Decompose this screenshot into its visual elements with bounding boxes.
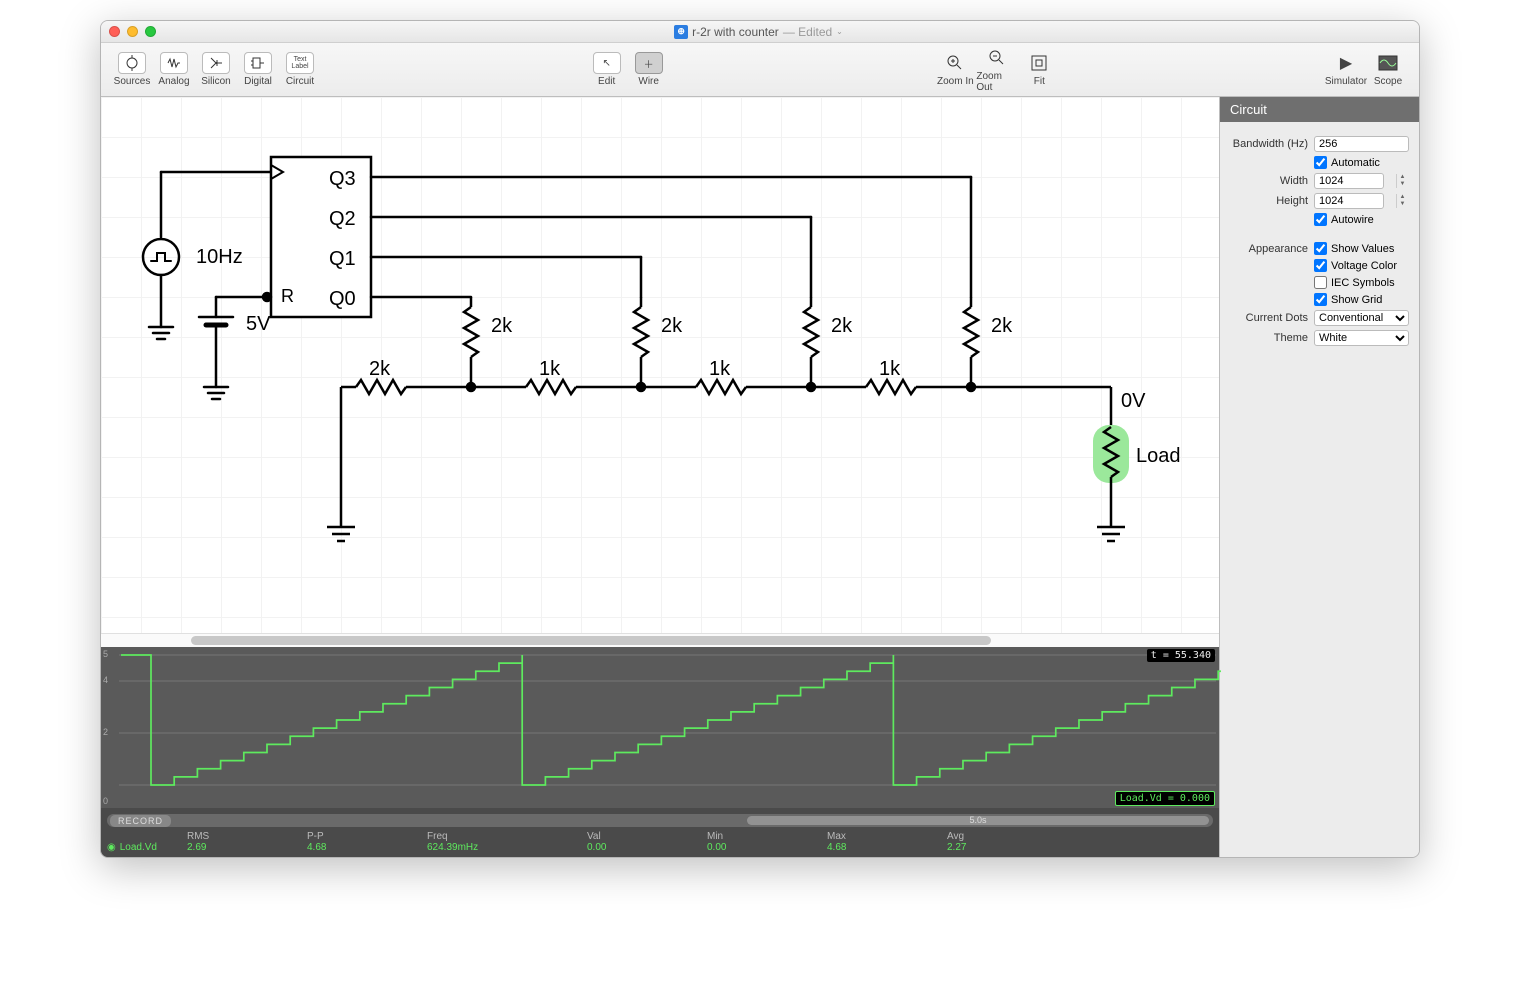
scope-signal-name[interactable]: ◉ Load.Vd xyxy=(107,842,187,853)
scope-value-readout: Load.Vd = 0.000 xyxy=(1115,791,1215,806)
sources-button[interactable]: Sources xyxy=(111,52,153,87)
scope-trace-svg xyxy=(101,647,1221,797)
scope-scroll-thumb[interactable]: 5.0s xyxy=(747,816,1209,825)
sidebar: Circuit Bandwidth (Hz) Automatic Width▲▼… xyxy=(1219,97,1419,857)
canvas-hscrollbar[interactable] xyxy=(101,633,1219,647)
content: 10Hz 5V R Q3 Q2 Q1 Q0 2k 2k 2k 2k 2k 1k … xyxy=(101,97,1419,857)
toolbar-group-left: Sources Analog Silicon Digital TextLabel… xyxy=(111,52,321,87)
current-dots-select[interactable]: Conventional xyxy=(1314,310,1409,326)
wire-button[interactable]: ＋Wire xyxy=(628,52,670,87)
scope-plot[interactable]: 5 4 2 0 t = 55.340 xyxy=(101,647,1219,808)
current-dots-label: Current Dots xyxy=(1230,312,1308,324)
out-voltage: 0V xyxy=(1121,390,1146,412)
toolbar-group-right: ▶Simulator Scope xyxy=(1325,52,1409,87)
edit-button[interactable]: ↖Edit xyxy=(586,52,628,87)
svg-text:2k: 2k xyxy=(491,315,513,337)
height-input[interactable] xyxy=(1314,193,1384,209)
scope-stats: ◉ Load.Vd RMS2.69 P-P4.68 Freq624.39mHz … xyxy=(107,831,1213,853)
svg-text:2k: 2k xyxy=(831,315,853,337)
freq-label: 10Hz xyxy=(196,246,243,268)
voltage-color-checkbox[interactable]: Voltage Color xyxy=(1314,259,1409,272)
pin-q0: Q0 xyxy=(329,288,356,310)
close-dot[interactable] xyxy=(109,26,120,37)
theme-select[interactable]: White xyxy=(1314,330,1409,346)
show-grid-checkbox[interactable]: Show Grid xyxy=(1314,293,1409,306)
pin-q2: Q2 xyxy=(329,208,356,230)
width-input[interactable] xyxy=(1314,173,1384,189)
app-window: ⊕ r-2r with counter — Edited ⌄ Sources A… xyxy=(100,20,1420,858)
scope-panel: 5 4 2 0 t = 55.340 xyxy=(101,647,1219,857)
show-values-checkbox[interactable]: Show Values xyxy=(1314,242,1409,255)
svg-text:1k: 1k xyxy=(539,358,561,380)
schematic-canvas[interactable]: 10Hz 5V R Q3 Q2 Q1 Q0 2k 2k 2k 2k 2k 1k … xyxy=(101,97,1219,633)
autowire-checkbox[interactable]: Autowire xyxy=(1314,213,1409,226)
scope-scrollbar[interactable]: RECORD 5.0s xyxy=(107,814,1213,827)
doc-icon: ⊕ xyxy=(674,25,688,39)
svg-text:1k: 1k xyxy=(709,358,731,380)
canvas-area: 10Hz 5V R Q3 Q2 Q1 Q0 2k 2k 2k 2k 2k 1k … xyxy=(101,97,1219,857)
height-label: Height xyxy=(1230,195,1308,207)
title-subtitle: — Edited xyxy=(783,25,832,39)
schematic-svg: 10Hz 5V R Q3 Q2 Q1 Q0 2k 2k 2k 2k 2k 1k … xyxy=(101,97,1219,627)
toolbar-group-zoom: Zoom In Zoom Out Fit xyxy=(934,47,1060,93)
toolbar: Sources Analog Silicon Digital TextLabel… xyxy=(101,43,1419,97)
zoom-dot[interactable] xyxy=(145,26,156,37)
appearance-label: Appearance xyxy=(1230,243,1308,255)
titlebar: ⊕ r-2r with counter — Edited ⌄ xyxy=(101,21,1419,43)
theme-label: Theme xyxy=(1230,332,1308,344)
automatic-checkbox[interactable]: Automatic xyxy=(1314,156,1409,169)
load-label: Load xyxy=(1136,445,1181,467)
digital-button[interactable]: Digital xyxy=(237,52,279,87)
svg-text:2k: 2k xyxy=(991,315,1013,337)
simulator-button[interactable]: ▶Simulator xyxy=(1325,52,1367,87)
title-chevron-icon[interactable]: ⌄ xyxy=(836,27,843,36)
bandwidth-label: Bandwidth (Hz) xyxy=(1230,138,1308,150)
zoom-in-button[interactable]: Zoom In xyxy=(934,47,976,93)
supply-label: 5V xyxy=(246,313,271,335)
svg-text:1k: 1k xyxy=(879,358,901,380)
silicon-button[interactable]: Silicon xyxy=(195,52,237,87)
svg-text:2k: 2k xyxy=(369,358,391,380)
toolbar-group-center: ↖Edit ＋Wire xyxy=(586,52,670,87)
fit-button[interactable]: Fit xyxy=(1018,47,1060,93)
pin-r: R xyxy=(281,286,294,306)
record-button[interactable]: RECORD xyxy=(110,815,171,827)
title-text: r-2r with counter xyxy=(692,25,779,39)
sidebar-body: Bandwidth (Hz) Automatic Width▲▼ Height▲… xyxy=(1220,122,1419,360)
svg-text:2k: 2k xyxy=(661,315,683,337)
bandwidth-input[interactable] xyxy=(1314,136,1409,152)
scope-footer: RECORD 5.0s ◉ Load.Vd RMS2.69 P-P4.68 Fr… xyxy=(101,808,1219,857)
iec-checkbox[interactable]: IEC Symbols xyxy=(1314,276,1409,289)
minimize-dot[interactable] xyxy=(127,26,138,37)
width-label: Width xyxy=(1230,175,1308,187)
scope-button[interactable]: Scope xyxy=(1367,52,1409,87)
zoom-out-button[interactable]: Zoom Out xyxy=(976,47,1018,93)
window-title: ⊕ r-2r with counter — Edited ⌄ xyxy=(156,25,1361,39)
scope-time-readout: t = 55.340 xyxy=(1147,649,1215,662)
sidebar-header: Circuit xyxy=(1220,97,1419,122)
pin-q1: Q1 xyxy=(329,248,356,270)
circuit-button[interactable]: TextLabelCircuit xyxy=(279,52,321,87)
analog-button[interactable]: Analog xyxy=(153,52,195,87)
pin-q3: Q3 xyxy=(329,168,356,190)
traffic-lights xyxy=(109,26,156,37)
